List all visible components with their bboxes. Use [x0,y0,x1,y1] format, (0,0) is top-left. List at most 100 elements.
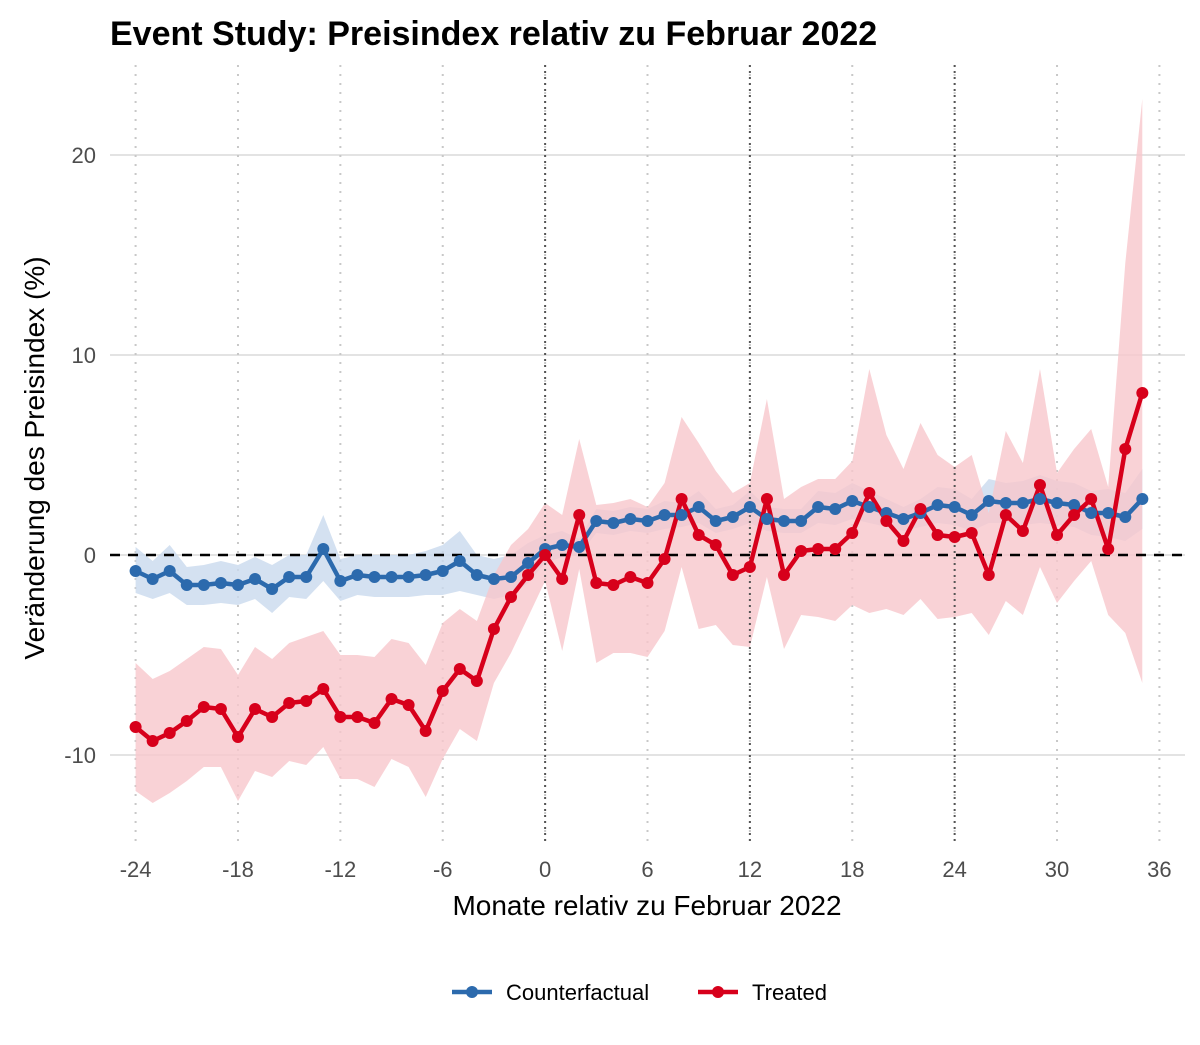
data-point-treated [163,727,176,739]
reference-lines [110,65,1185,845]
data-point-treated [402,699,415,711]
data-point-treated [965,527,978,539]
data-point-treated [778,569,791,581]
data-point-treated [1085,493,1098,505]
y-axis-title: Veränderung des Preisindex (%) [19,256,50,659]
x-tick-label: 6 [641,857,653,882]
data-point-treated [300,695,313,707]
data-point-counterfactual [231,579,244,591]
data-point-treated [760,493,773,505]
data-point-counterfactual [504,571,517,583]
data-point-counterfactual [948,501,961,513]
data-point-treated [317,683,330,695]
y-tick-label: 0 [84,543,96,568]
data-point-treated [931,529,944,541]
x-tick-label: 30 [1045,857,1069,882]
data-point-treated [249,703,262,715]
legend: Counterfactual Treated [452,980,827,1005]
data-point-treated [556,573,569,585]
data-point-counterfactual [368,571,381,583]
data-point-treated [1119,443,1132,455]
data-point-treated [1068,509,1081,521]
y-tick-label: 20 [72,143,96,168]
data-point-treated [982,569,995,581]
data-point-treated [1136,387,1149,399]
data-point-treated [1102,543,1115,555]
data-point-counterfactual [522,557,535,569]
data-point-counterfactual [641,515,654,527]
data-point-treated [197,701,210,713]
data-point-counterfactual [590,515,603,527]
data-point-treated [1033,479,1046,491]
data-point-counterfactual [1136,493,1149,505]
data-point-treated [487,623,500,635]
legend-item-treated: Treated [698,980,827,1005]
data-point-counterfactual [334,575,347,587]
data-point-counterfactual [897,513,910,525]
x-axis-ticks: -24 -18 -12 -6 0 6 12 18 24 30 36 [120,857,1172,882]
data-point-counterfactual [402,571,415,583]
data-point-treated [266,711,279,723]
x-axis-title: Monate relativ zu Februar 2022 [452,890,841,921]
data-point-counterfactual [214,577,227,589]
confidence-band-treated [135,99,1143,803]
data-point-counterfactual [743,501,756,513]
data-point-counterfactual [812,501,825,513]
data-point-counterfactual [470,569,483,581]
y-axis-ticks: -10 0 10 20 [64,143,96,768]
data-point-counterfactual [249,573,262,585]
legend-item-counterfactual: Counterfactual [452,980,649,1005]
data-point-counterfactual [658,509,671,521]
legend-swatch-point [712,986,724,998]
data-point-treated [504,591,517,603]
data-point-treated [231,731,244,743]
data-point-treated [812,543,825,555]
data-point-counterfactual [385,571,398,583]
x-tick-label: 12 [738,857,762,882]
data-point-treated [692,529,705,541]
x-tick-label: -24 [120,857,152,882]
data-point-counterfactual [556,539,569,551]
data-point-counterfactual [1016,497,1029,509]
data-point-counterfactual [573,541,586,553]
legend-label: Counterfactual [506,980,649,1005]
data-point-treated [539,549,552,561]
data-point-counterfactual [863,501,876,513]
data-point-counterfactual [146,573,159,585]
data-point-counterfactual [931,499,944,511]
x-tick-label: -12 [324,857,356,882]
data-point-counterfactual [300,571,313,583]
chart-title: Event Study: Preisindex relativ zu Febru… [110,15,877,53]
data-point-treated [795,545,808,557]
x-tick-label: 18 [840,857,864,882]
data-point-treated [180,715,193,727]
data-point-treated [419,725,432,737]
data-point-treated [470,675,483,687]
data-point-counterfactual [283,571,296,583]
data-point-treated [624,571,637,583]
data-point-counterfactual [829,503,842,515]
data-point-counterfactual [129,565,142,577]
data-point-counterfactual [180,579,193,591]
data-point-counterfactual [675,509,688,521]
data-point-counterfactual [760,513,773,525]
x-tick-label: 0 [539,857,551,882]
data-point-counterfactual [795,515,808,527]
data-point-treated [385,693,398,705]
data-point-counterfactual [453,555,466,567]
data-point-treated [897,535,910,547]
data-point-counterfactual [1068,499,1081,511]
data-point-treated [863,487,876,499]
legend-label: Treated [752,980,827,1005]
data-point-treated [829,543,842,555]
data-point-treated [658,553,671,565]
data-point-counterfactual [1085,507,1098,519]
data-point-treated [351,711,364,723]
data-point-counterfactual [1051,497,1064,509]
data-point-treated [846,527,859,539]
data-point-treated [146,735,159,747]
series-points [129,387,1149,747]
data-point-treated [675,493,688,505]
y-tick-label: 10 [72,343,96,368]
